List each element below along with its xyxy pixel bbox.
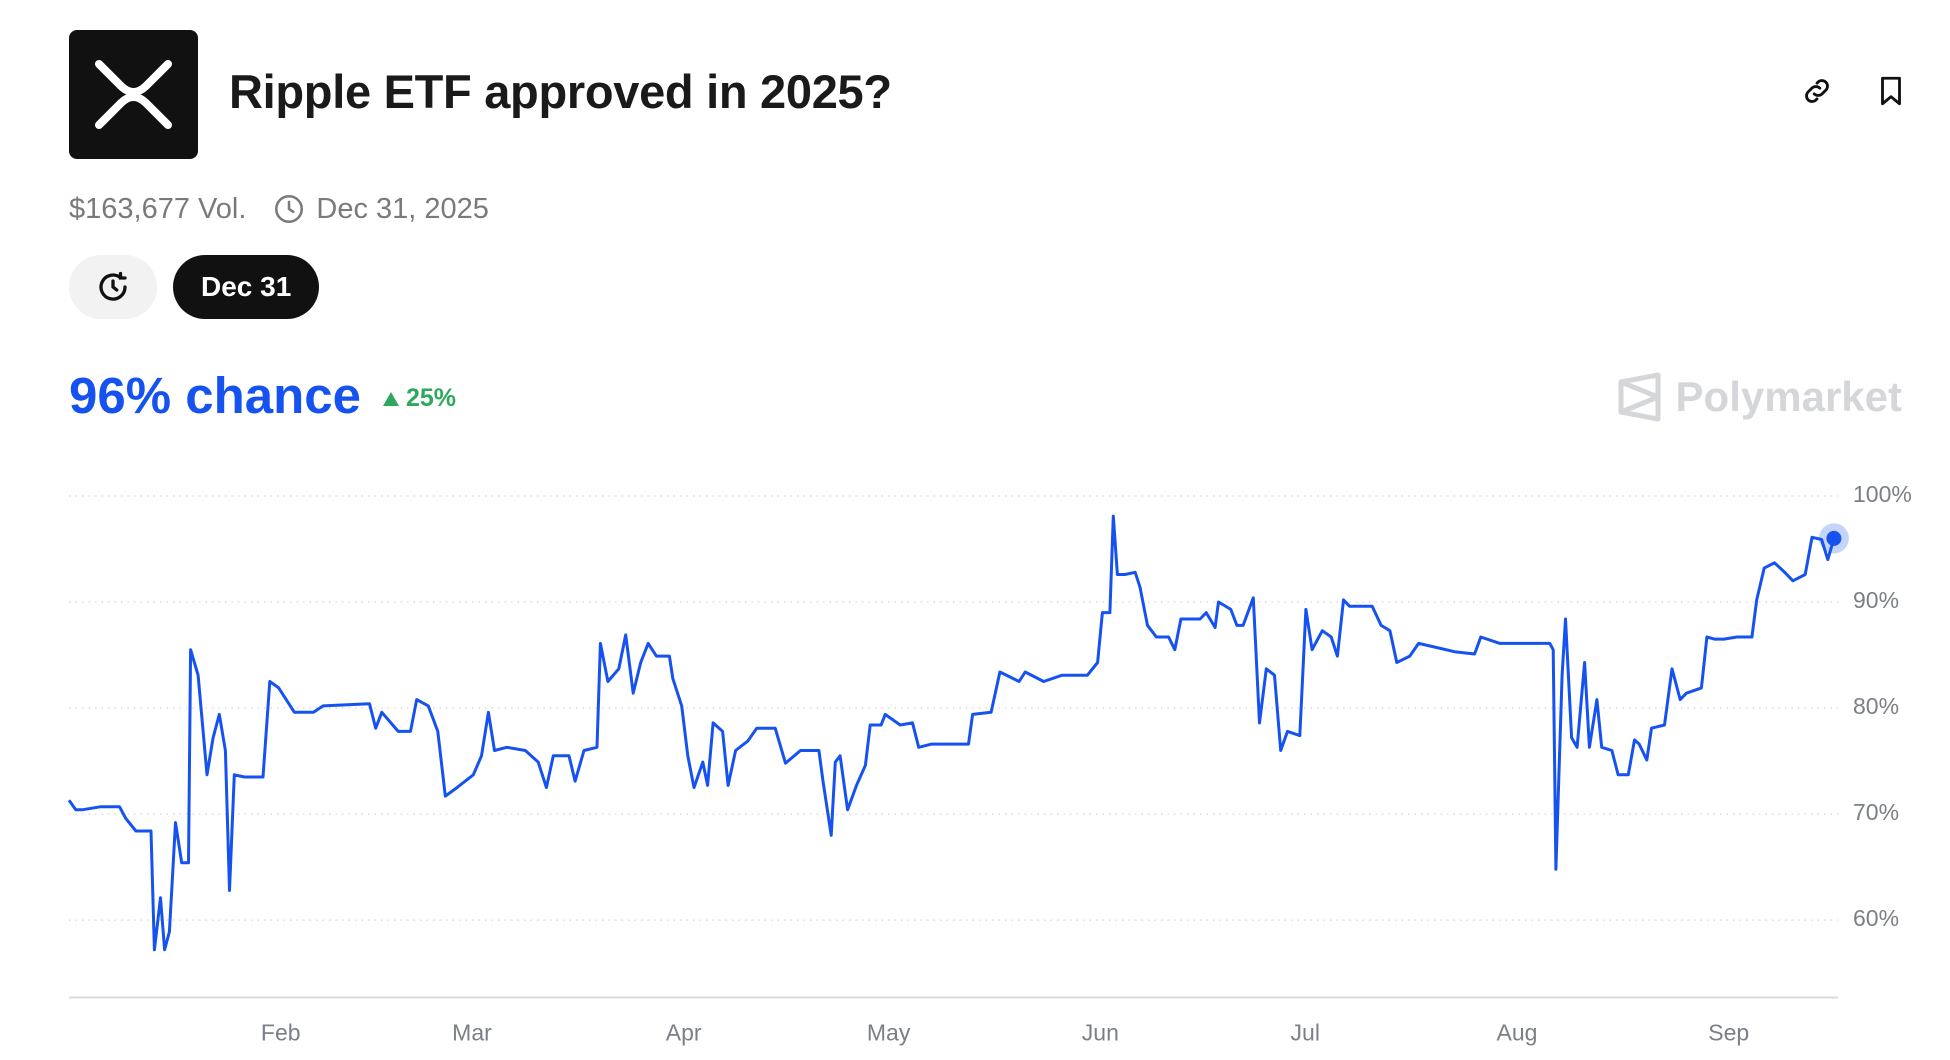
chance: 96% chance xyxy=(69,367,362,424)
x-tick-label: Aug xyxy=(1497,1020,1538,1046)
x-tick-label: Mar xyxy=(452,1020,492,1046)
x-tick-label: Apr xyxy=(666,1020,702,1046)
end-date: Dec 31, 2025 xyxy=(316,192,489,225)
date-tab[interactable]: Dec 31 xyxy=(173,255,320,319)
brand-logo xyxy=(1618,372,1661,422)
y-tick-label: 60% xyxy=(1853,905,1899,931)
market-title: Ripple ETF approved in 2025? xyxy=(229,65,892,118)
brand-name: Polymarket xyxy=(1675,373,1902,420)
volume: $163,677 Vol. xyxy=(69,192,247,225)
change: 25% xyxy=(382,384,456,413)
clock-icon xyxy=(275,194,304,224)
bookmark-button[interactable] xyxy=(1874,74,1908,108)
price-line xyxy=(67,514,1836,952)
header-actions xyxy=(1800,74,1908,108)
y-tick-label: 70% xyxy=(1853,799,1899,825)
x-tick-label: Sep xyxy=(1708,1020,1749,1046)
history-button[interactable] xyxy=(69,255,157,319)
history-icon xyxy=(99,271,127,301)
market-logo xyxy=(69,30,198,159)
xrp-icon xyxy=(95,60,172,129)
x-tick-label: Jun xyxy=(1082,1020,1119,1046)
up-arrow xyxy=(383,391,399,406)
copy-link-button[interactable] xyxy=(1800,74,1834,108)
brand: Polymarket xyxy=(1618,372,1902,422)
y-tick-label: 100% xyxy=(1853,481,1912,507)
x-tick-label: Feb xyxy=(261,1020,301,1046)
change-value: 25% xyxy=(406,384,457,412)
price-chart: 60% 70% 80% 90% 100% Feb Mar Apr May Jun Jul Aug Sep xyxy=(67,481,1912,1046)
x-tick-label: May xyxy=(867,1020,911,1046)
x-tick-label: Jul xyxy=(1291,1020,1320,1046)
y-tick-label: 80% xyxy=(1853,693,1899,719)
market-meta: $163,677 Vol. Dec 31, 2025 xyxy=(69,192,489,226)
last-point xyxy=(1826,530,1842,546)
y-tick-label: 90% xyxy=(1853,587,1899,613)
